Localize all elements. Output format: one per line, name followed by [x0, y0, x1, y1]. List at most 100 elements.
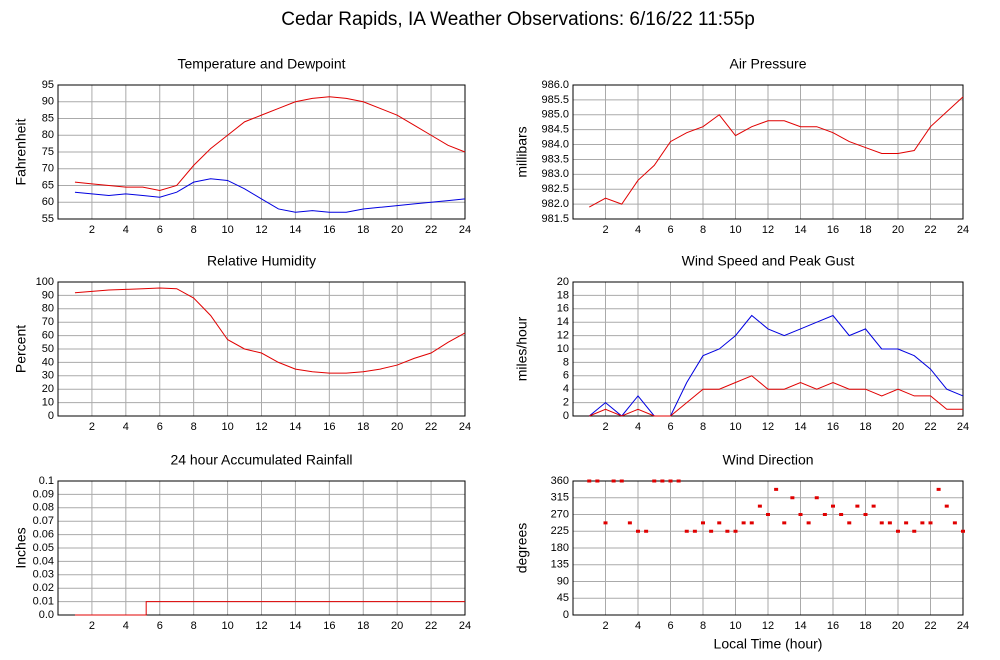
x-tick-label: 14	[794, 224, 806, 236]
y-tick-label: 180	[551, 542, 569, 554]
x-tick-label: 8	[191, 421, 197, 433]
y-tick-label: 0.0	[39, 609, 54, 621]
x-tick-label: 16	[323, 224, 335, 236]
data-point	[863, 513, 868, 516]
x-tick-label: 14	[289, 224, 301, 236]
x-tick-label: 14	[794, 620, 806, 632]
data-point	[782, 521, 787, 525]
x-tick-label: 18	[357, 620, 369, 632]
y-tick-label: 982.0	[541, 198, 569, 210]
data-point	[701, 521, 705, 525]
y-tick-label: 983.0	[541, 168, 569, 180]
data-point	[652, 479, 657, 483]
data-point	[839, 513, 844, 516]
x-tick-label: 2	[89, 224, 95, 236]
plot-border	[572, 281, 964, 417]
data-line	[589, 375, 963, 417]
data-point	[766, 513, 770, 516]
data-point	[757, 504, 762, 508]
x-tick-label: 6	[157, 224, 163, 236]
y-tick-label: 90	[557, 575, 569, 587]
y-axis-label: Inches	[13, 527, 29, 568]
y-tick-label: 10	[557, 343, 569, 355]
y-tick-label: 10	[42, 397, 54, 409]
x-tick-label: 6	[157, 620, 163, 632]
x-tick-label: 20	[892, 620, 904, 632]
y-tick-label: 981.5	[541, 213, 569, 225]
x-tick-label: 6	[157, 421, 163, 433]
y-tick-label: 983.5	[541, 153, 569, 165]
x-tick-label: 18	[859, 421, 871, 433]
data-point	[871, 504, 876, 508]
y-tick-label: 985.0	[541, 109, 569, 121]
plot-border	[57, 281, 466, 417]
y-tick-label: 0.01	[33, 596, 54, 608]
data-point	[717, 521, 722, 525]
data-point	[847, 521, 852, 525]
data-point	[814, 496, 819, 500]
y-tick-label: 986.0	[541, 79, 569, 91]
x-tick-label: 20	[391, 224, 403, 236]
y-tick-label: 45	[557, 592, 569, 604]
panel-title: Wind Direction	[722, 452, 813, 468]
y-tick-label: 70	[42, 163, 54, 175]
data-point	[798, 513, 803, 516]
y-tick-label: 135	[551, 559, 569, 571]
y-tick-label: 984.0	[541, 138, 569, 150]
y-tick-label: 0.02	[33, 582, 54, 594]
y-tick-label: 55	[42, 213, 54, 225]
data-point	[627, 521, 632, 525]
x-tick-label: 2	[602, 224, 608, 236]
y-axis-label: degrees	[514, 523, 530, 574]
x-tick-label: 10	[729, 421, 741, 433]
data-point	[936, 487, 941, 491]
x-tick-label: 24	[459, 421, 471, 433]
y-tick-label: 270	[551, 508, 569, 520]
data-point	[611, 479, 616, 483]
y-tick-label: 0	[48, 410, 54, 422]
x-tick-label: 12	[255, 421, 267, 433]
data-point	[684, 529, 689, 533]
main-title: Cedar Rapids, IA Weather Observations: 6…	[281, 9, 755, 30]
data-point	[944, 504, 949, 508]
data-point	[831, 504, 835, 508]
data-point	[692, 529, 697, 533]
data-point	[896, 529, 900, 533]
data-point	[855, 504, 860, 508]
data-point	[961, 529, 965, 533]
x-tick-label: 16	[323, 421, 335, 433]
x-tick-label: 4	[123, 620, 129, 632]
y-tick-label: 985.5	[541, 94, 569, 106]
data-point	[660, 479, 665, 483]
data-point	[725, 529, 730, 533]
y-tick-label: 0.1	[39, 475, 54, 487]
plot-border	[572, 84, 964, 220]
x-tick-label: 14	[794, 421, 806, 433]
x-tick-label: 2	[602, 620, 608, 632]
x-tick-label: 10	[221, 224, 233, 236]
data-point	[595, 479, 600, 483]
data-point	[676, 479, 681, 483]
y-tick-label: 18	[557, 289, 569, 301]
x-tick-label: 16	[827, 421, 839, 433]
y-tick-label: 0	[563, 609, 569, 621]
y-tick-label: 0.06	[33, 529, 54, 541]
data-line	[74, 178, 466, 213]
x-tick-label: 24	[957, 421, 969, 433]
x-tick-label: 18	[357, 421, 369, 433]
y-axis-label: millibars	[514, 126, 530, 177]
y-tick-label: 0.07	[33, 515, 54, 527]
x-tick-label: 22	[924, 620, 936, 632]
data-point	[709, 529, 714, 533]
data-point	[733, 529, 738, 533]
data-point	[879, 521, 884, 525]
x-tick-label: 14	[289, 421, 301, 433]
y-tick-label: 70	[42, 316, 54, 328]
panel-title: Temperature and Dewpoint	[177, 56, 345, 72]
x-tick-label: 4	[635, 421, 641, 433]
data-point	[749, 521, 754, 525]
y-tick-label: 0.03	[33, 569, 54, 581]
x-tick-label: 8	[700, 224, 706, 236]
data-point	[912, 529, 917, 533]
data-point	[822, 513, 827, 516]
